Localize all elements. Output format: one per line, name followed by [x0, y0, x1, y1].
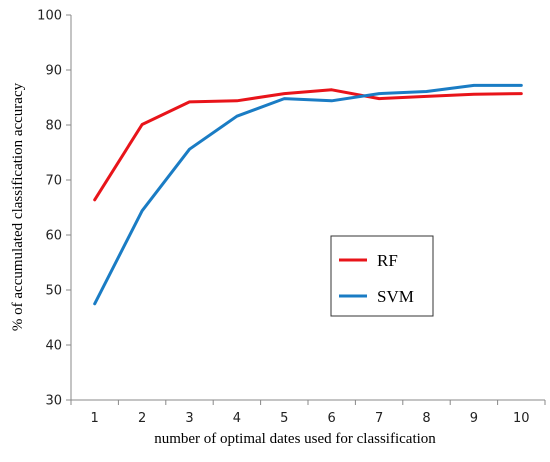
x-tick-label: 9 — [470, 411, 478, 426]
x-tick-label: 8 — [422, 411, 430, 426]
y-tick-label: 80 — [45, 119, 62, 134]
legend-label-rf: RF — [377, 251, 398, 270]
x-tick-label: 4 — [233, 411, 241, 426]
x-tick-label: 6 — [328, 411, 336, 426]
legend-label-svm: SVM — [377, 287, 414, 306]
x-tick-label: 10 — [513, 411, 530, 426]
legend-box — [330, 235, 434, 317]
legend: RF SVM — [330, 235, 434, 317]
x-tick-label: 5 — [280, 411, 288, 426]
x-tick-label: 7 — [375, 411, 383, 426]
x-tick-label: 1 — [91, 411, 99, 426]
series-line-rf — [93, 88, 523, 202]
y-tick-label: 70 — [45, 174, 62, 189]
series-layer — [93, 83, 523, 306]
x-tick-label: 2 — [138, 411, 146, 426]
y-tick-label: 60 — [45, 229, 62, 244]
y-axis-title: % of accumulated classification accuracy — [10, 82, 26, 331]
x-tick-label: 3 — [185, 411, 193, 426]
series-line-svm — [93, 83, 523, 306]
x-axis-title: number of optimal dates used for classif… — [154, 431, 436, 447]
y-tick-label: 30 — [45, 394, 62, 409]
y-tick-label: 90 — [45, 64, 62, 79]
y-axis: 30 40 50 60 70 80 90 100 — [37, 9, 72, 409]
x-axis: 1 2 3 4 5 6 7 8 9 10 — [70, 399, 546, 426]
y-tick-label: 40 — [45, 339, 62, 354]
y-tick-label: 50 — [45, 284, 62, 299]
y-tick-label: 100 — [37, 9, 62, 24]
